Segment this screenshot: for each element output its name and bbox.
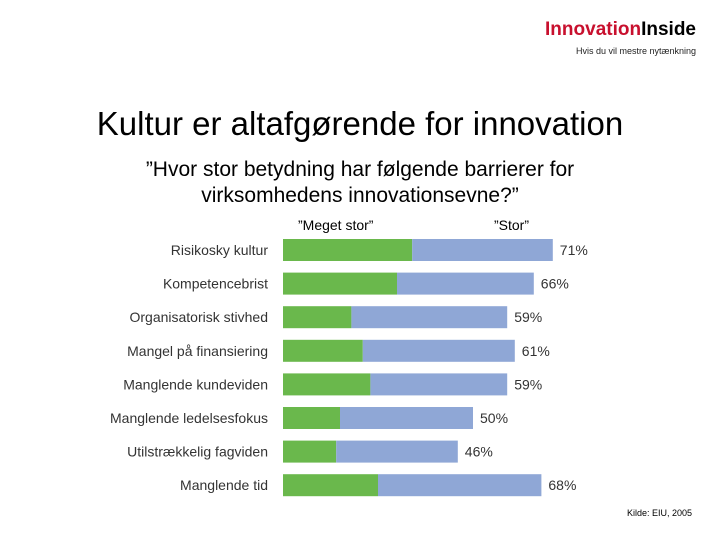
bar-meget-stor-risikosky-kultur xyxy=(283,239,413,261)
total-label-mangel-pa-finansiering: 61% xyxy=(522,343,550,359)
bar-meget-stor-manglende-ledelsesfokus xyxy=(283,407,340,429)
bar-meget-stor-manglende-tid xyxy=(283,474,378,497)
category-label-manglende-ledelsesfokus: Manglende ledelsesfokus xyxy=(110,410,268,426)
bar-stor-utilstraekkelig-fagviden xyxy=(336,440,458,463)
source-note: Kilde: EIU, 2005 xyxy=(626,508,692,518)
total-label-manglende-ledelsesfokus: 50% xyxy=(480,410,508,426)
bar-stor-kompetencebrist xyxy=(397,272,534,295)
bar-stor-manglende-ledelsesfokus xyxy=(340,407,473,429)
bar-meget-stor-organisatorisk-stivhed xyxy=(283,306,352,329)
bar-meget-stor-manglende-kundeviden xyxy=(283,373,371,396)
bar-meget-stor-kompetencebrist xyxy=(283,272,397,295)
subtitle-line-2: virksomhedens innovationsevne?” xyxy=(201,184,519,207)
category-label-risikosky-kultur: Risikosky kultur xyxy=(171,242,269,258)
legend-stor: ”Stor” xyxy=(494,217,529,233)
total-label-kompetencebrist: 66% xyxy=(541,276,569,292)
bar-stor-mangel-pa-finansiering xyxy=(362,339,515,362)
total-label-manglende-kundeviden: 59% xyxy=(514,376,542,392)
category-label-manglende-kundeviden: Manglende kundeviden xyxy=(123,376,268,392)
bar-stor-manglende-kundeviden xyxy=(370,373,508,396)
category-label-organisatorisk-stivhed: Organisatorisk stivhed xyxy=(129,309,268,325)
category-label-manglende-tid: Manglende tid xyxy=(180,477,268,493)
brand-tagline: Hvis du vil mestre nytænkning xyxy=(575,46,696,56)
legend-meget-stor: ”Meget stor” xyxy=(298,217,374,233)
bar-meget-stor-mangel-pa-finansiering xyxy=(283,339,363,362)
category-label-mangel-pa-finansiering: Mangel på finansiering xyxy=(127,343,268,359)
total-label-manglende-tid: 68% xyxy=(548,477,576,493)
category-label-utilstraekkelig-fagviden: Utilstrækkelig fagviden xyxy=(127,444,268,460)
total-label-organisatorisk-stivhed: 59% xyxy=(514,309,542,325)
brand-name: InnovationInside xyxy=(545,20,696,40)
total-label-utilstraekkelig-fagviden: 46% xyxy=(465,444,493,460)
bar-meget-stor-utilstraekkelig-fagviden xyxy=(283,440,337,463)
brand-name-part1: Innovation xyxy=(545,19,642,40)
subtitle-line-1: ”Hvor stor betydning har følgende barrie… xyxy=(145,158,575,181)
slide-title: Kultur er altafgørende for innovation xyxy=(96,105,624,142)
category-label-kompetencebrist: Kompetencebrist xyxy=(163,276,268,292)
brand-name-part2: Inside xyxy=(641,19,696,40)
total-label-risikosky-kultur: 71% xyxy=(560,242,588,258)
brand-logo: InnovationInside Hvis du vil mestre nytæ… xyxy=(545,20,696,57)
bar-stor-manglende-tid xyxy=(378,474,542,497)
slide-subtitle: ”Hvor stor betydning har følgende barrie… xyxy=(0,157,720,209)
bar-stor-organisatorisk-stivhed xyxy=(351,306,508,329)
bar-stor-risikosky-kultur xyxy=(412,239,553,261)
